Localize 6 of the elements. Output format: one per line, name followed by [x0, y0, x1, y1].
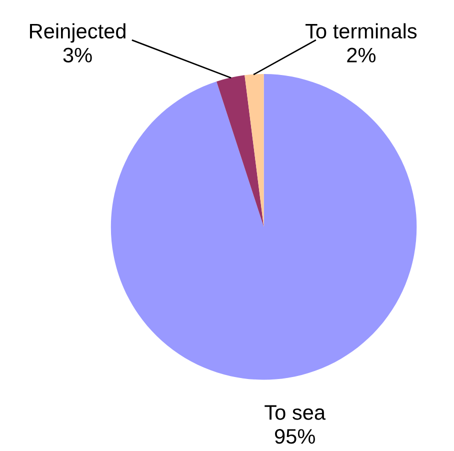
data-label: 3% — [63, 48, 92, 62]
slice-label: To sea — [264, 405, 326, 420]
data-label: 2% — [347, 48, 376, 62]
slice-label: To terminals — [306, 23, 417, 39]
slice-label: Reinjected — [30, 23, 126, 43]
data-label: 95% — [274, 429, 315, 444]
